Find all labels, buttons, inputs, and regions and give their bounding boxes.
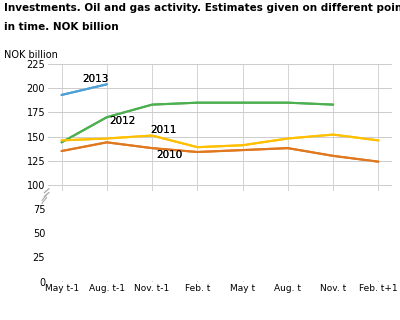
FancyBboxPatch shape (48, 191, 392, 281)
Text: 2012: 2012 (109, 116, 136, 126)
Text: 2011: 2011 (150, 125, 176, 135)
Text: Investments. Oil and gas activity. Estimates given on different points: Investments. Oil and gas activity. Estim… (4, 3, 400, 13)
Text: in time. NOK billion: in time. NOK billion (4, 22, 119, 32)
Text: 2010: 2010 (157, 150, 183, 160)
Text: NOK billion: NOK billion (4, 50, 58, 60)
Text: 2012: 2012 (109, 116, 136, 126)
Text: 2011: 2011 (150, 125, 176, 135)
Text: 2013: 2013 (82, 74, 108, 84)
Text: 2013: 2013 (82, 74, 108, 84)
Text: 2010: 2010 (157, 150, 183, 160)
